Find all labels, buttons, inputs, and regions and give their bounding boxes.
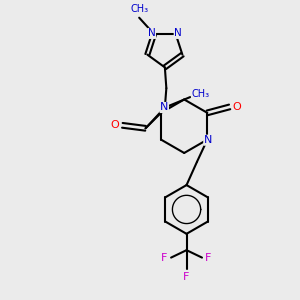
Text: O: O (233, 102, 242, 112)
Text: CH₃: CH₃ (130, 4, 148, 14)
Text: N: N (204, 135, 212, 145)
Text: N: N (174, 28, 182, 38)
Text: O: O (111, 120, 119, 130)
Text: F: F (205, 253, 212, 262)
Text: N: N (148, 28, 155, 38)
Text: N: N (160, 103, 169, 112)
Text: CH₃: CH₃ (191, 89, 210, 99)
Text: F: F (161, 253, 168, 262)
Text: F: F (183, 272, 190, 282)
